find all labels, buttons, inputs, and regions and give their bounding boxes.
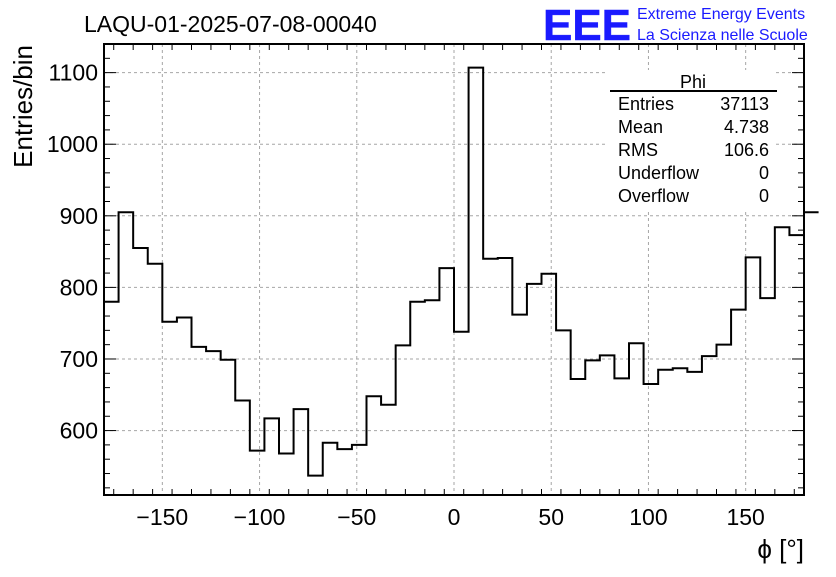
y-axis-title: Entries/bin	[8, 45, 38, 168]
tick-marks	[104, 43, 804, 495]
plot-frame-border	[103, 43, 805, 496]
y-tick-label: 1100	[49, 60, 98, 86]
y-tick-label: 700	[60, 346, 98, 372]
x-tick-label: 50	[538, 504, 564, 530]
x-axis-title: ϕ [°]	[757, 534, 804, 564]
stats-box-background	[608, 70, 776, 210]
y-tick-label: 800	[60, 274, 98, 300]
plot-frame	[103, 43, 805, 496]
y-tick-label: 1000	[47, 131, 98, 157]
stats-label: Mean	[618, 117, 663, 137]
stats-value: 0	[759, 163, 769, 183]
x-tick-label: 100	[629, 504, 667, 530]
histogram-layer	[104, 66, 819, 477]
y-tick-label: 600	[60, 418, 98, 444]
stats-label: Overflow	[618, 186, 690, 206]
x-tick-label: 0	[448, 504, 461, 530]
stats-box: Phi Entries 37113 Mean 4.738 RMS 106.6 Underfl…	[608, 70, 777, 210]
histogram-step-line	[104, 66, 819, 477]
y-tick-labels: 600 700 800 900 1000 1100	[47, 60, 98, 444]
x-tick-label: −150	[136, 504, 188, 530]
stats-value: 37113	[720, 94, 769, 114]
x-tick-label: −50	[337, 504, 376, 530]
stats-rows: Entries 37113 Mean 4.738 RMS 106.6 Underflow 0 O…	[618, 94, 769, 206]
stats-value: 106.6	[724, 140, 769, 160]
run-title: LAQU-01-2025-07-08-00040	[84, 11, 377, 37]
x-tick-label: −100	[234, 504, 286, 530]
stats-value: 0	[759, 186, 769, 206]
logo-line-2: La Scienza nelle Scuole	[637, 27, 808, 44]
stats-value: 4.738	[724, 117, 769, 137]
eee-logo-mark: EEE	[543, 1, 631, 50]
stats-label: Underflow	[618, 163, 700, 183]
eee-logo: EEE Extreme Energy Events La Scienza nel…	[543, 1, 808, 51]
x-tick-label: 150	[726, 504, 764, 530]
stats-label: Entries	[618, 94, 674, 114]
logo-line-1: Extreme Energy Events	[637, 6, 805, 23]
y-tick-label: 900	[60, 203, 98, 229]
stats-box-title: Phi	[680, 72, 706, 92]
stats-label: RMS	[618, 140, 658, 160]
x-tick-labels: −150 −100 −50 0 50 100 150	[136, 504, 764, 530]
